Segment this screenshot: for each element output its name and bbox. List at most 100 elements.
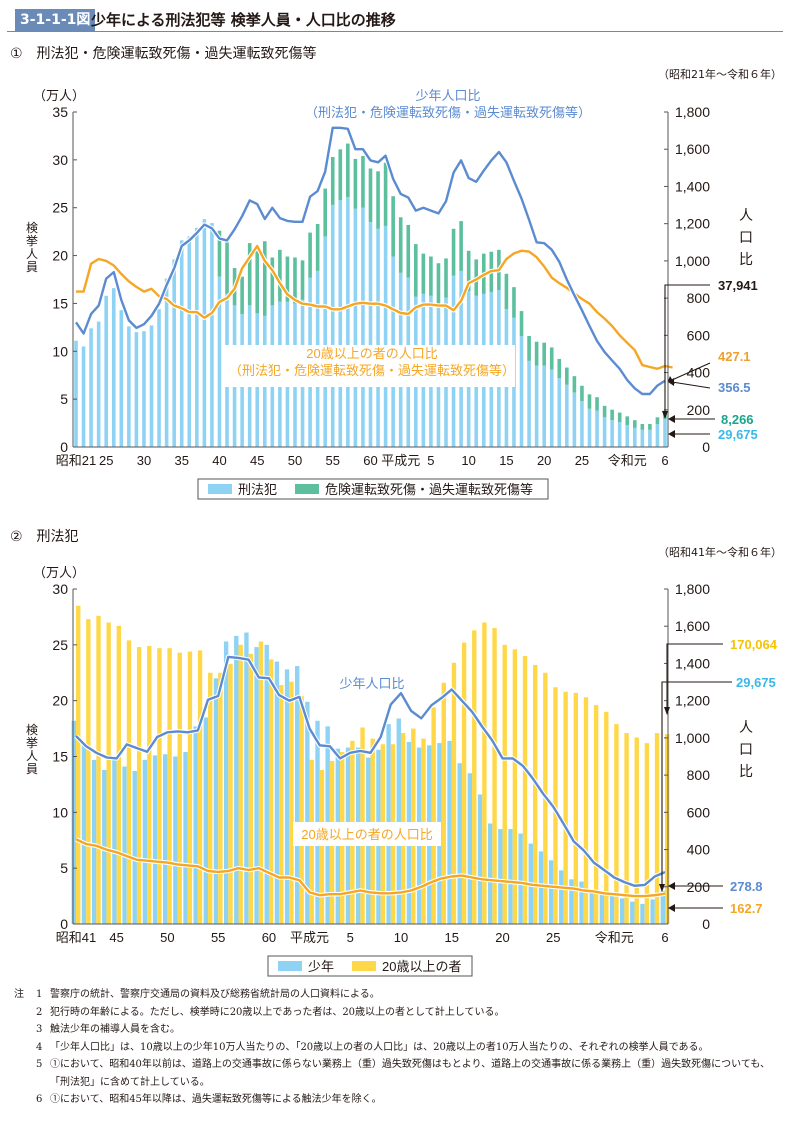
y2-tick-label: 600 <box>687 804 711 820</box>
bar-penal <box>323 236 327 447</box>
label-box <box>293 822 441 846</box>
bar-traffic <box>361 156 365 208</box>
y-tick-label: 20 <box>52 693 68 709</box>
bar-traffic <box>617 412 622 423</box>
y-axis-label-char: 員 <box>26 260 38 274</box>
legend-label: 危険運転致死傷・過失運転致死傷等 <box>325 482 533 497</box>
y-tick-label: 35 <box>52 104 68 120</box>
legend-swatch <box>352 961 376 971</box>
y-tick-label: 20 <box>52 248 68 264</box>
bar-penal <box>625 424 630 447</box>
x-tick-label: 15 <box>445 930 459 945</box>
bar-youth <box>457 763 462 924</box>
bar-traffic <box>368 168 373 223</box>
bar-traffic <box>262 241 267 316</box>
note-text: 犯行時の年齢による。ただし、検挙時に20歳以上であった者は、20歳以上の者として… <box>50 1006 505 1018</box>
note-text: ①において、昭和40年以前は、道路上の交通事故に係らない業務上（重）過失致死傷は… <box>50 1059 771 1088</box>
bar-adult <box>553 687 558 924</box>
y2-axis-label-char: 人 <box>739 719 753 735</box>
bar-youth <box>305 701 310 924</box>
note-text: 「少年人口比」は、10歳以上の少年10万人当たりの、「20歳以上の者の人口比」は… <box>50 1041 709 1053</box>
legend-swatch <box>278 961 302 971</box>
x-tick-label: 昭和21 <box>56 453 96 468</box>
bar-traffic <box>398 217 403 273</box>
x-tick-label: 45 <box>250 453 264 468</box>
bar-penal <box>549 369 554 447</box>
callout-arrowhead <box>668 378 674 386</box>
bar-penal <box>610 420 614 447</box>
y-axis-label-char: 挙 <box>26 234 38 248</box>
bar-traffic <box>436 263 441 305</box>
bar-traffic <box>255 250 260 313</box>
bar-youth <box>559 870 564 924</box>
bar-adult <box>299 696 304 924</box>
bar-penal <box>338 200 343 447</box>
chart2-range-note: （昭和41年～令和６年） <box>658 546 782 559</box>
y-tick-label: 0 <box>60 439 68 455</box>
bar-adult <box>461 642 467 924</box>
bar-adult <box>177 652 182 924</box>
y-tick-label: 10 <box>52 343 68 359</box>
adult-rate-label: 20歳以上の者の人口比 <box>301 827 432 842</box>
x-tick-label: 昭和41 <box>56 930 96 945</box>
bar-penal <box>195 227 199 447</box>
bar-adult <box>532 664 538 924</box>
bar-penal <box>81 346 86 447</box>
bar-youth <box>122 766 127 924</box>
note-text: 警察庁の統計、警察庁交通局の資料及び総務省統計局の人口資料による。 <box>50 989 380 1000</box>
bar-traffic <box>565 367 569 385</box>
bar-youth <box>193 726 198 924</box>
bar-traffic <box>519 311 524 336</box>
bar-traffic <box>602 405 607 418</box>
bar-youth <box>71 720 76 924</box>
bar-traffic <box>632 420 637 428</box>
bar-traffic <box>421 253 426 294</box>
bar-penal <box>149 325 154 447</box>
bar-penal <box>519 335 524 447</box>
bar-youth <box>548 860 554 924</box>
bar-penal <box>104 295 109 447</box>
bar-traffic <box>346 143 350 198</box>
bar-penal <box>142 331 146 447</box>
bar-adult <box>238 644 243 924</box>
bar-penal <box>361 207 365 447</box>
legend-swatch <box>208 484 232 494</box>
bar-traffic <box>542 342 546 366</box>
bar-penal <box>330 204 335 447</box>
bar-youth <box>599 892 605 924</box>
bar-traffic <box>300 260 305 300</box>
x-tick-label: 25 <box>546 930 560 945</box>
callout-arrowhead <box>664 707 670 715</box>
callout-value: 37,941 <box>718 278 758 293</box>
bar-traffic <box>270 257 275 306</box>
bar-penal <box>580 401 584 447</box>
y2-tick-label: 1,400 <box>675 655 710 671</box>
bar-adult <box>472 630 477 924</box>
bar-adult <box>279 685 284 924</box>
y-axis-label-char: 人 <box>26 749 38 763</box>
callout-value: 427.1 <box>718 349 751 364</box>
y-tick-label: 30 <box>52 152 68 168</box>
callout-arrowhead <box>668 415 675 423</box>
bar-penal <box>376 228 380 447</box>
bar-penal <box>179 240 184 447</box>
y-tick-label: 0 <box>60 916 68 932</box>
bar-penal <box>111 288 116 447</box>
callout-arrowhead <box>662 411 668 419</box>
bar-traffic <box>504 273 509 310</box>
chart1-range-note: （昭和21年～令和６年） <box>658 68 782 81</box>
bar-penal <box>617 422 622 447</box>
bar-adult <box>441 682 446 924</box>
bar-traffic <box>225 242 229 294</box>
callout-arrowhead <box>668 430 675 438</box>
y-axis-label-char: 検 <box>26 221 38 235</box>
bar-traffic <box>338 149 343 201</box>
bar-adult <box>512 649 518 924</box>
bar-youth <box>569 879 574 924</box>
bar-penal <box>572 392 577 447</box>
y2-tick-label: 400 <box>687 365 711 381</box>
bar-youth <box>660 890 665 924</box>
x-tick-label: 45 <box>109 930 123 945</box>
adult-rate-label: 20歳以上の者の人口比 <box>306 346 437 361</box>
y-axis-label-char: 人 <box>26 247 38 261</box>
